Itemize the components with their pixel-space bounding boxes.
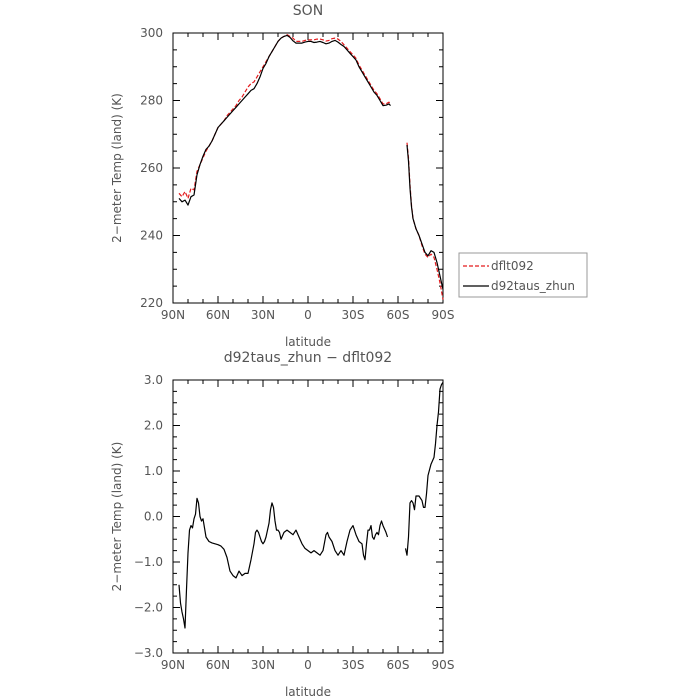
x-tick-label: 90N — [161, 658, 185, 672]
x-tick-label: 60N — [206, 658, 230, 672]
series-line-d92taus_zhun-segment-1 — [406, 144, 444, 290]
y-tick-label: −3.0 — [134, 646, 163, 660]
y-tick-label: −2.0 — [134, 601, 163, 615]
y-tick-label: 240 — [140, 229, 163, 243]
x-axis-label: latitude — [285, 335, 331, 349]
x-tick-label: 60S — [387, 658, 410, 672]
y-tick-label: 2.0 — [144, 419, 163, 433]
top-panel: 90N 60N 30N 0 30S 60S 90S 220 240 260 280 300 SON lat… — [110, 3, 454, 349]
x-tick-label: 60S — [387, 308, 410, 322]
y-tick-label: 220 — [140, 296, 163, 310]
bottom-panel: 90N 60N 30N 0 30S 60S 90S −3.0 −2.0 −1.0 0.0 1.0 2.0… — [110, 350, 454, 699]
x-tick-label: 30N — [251, 658, 275, 672]
series-line-difference-segment-1 — [404, 381, 444, 556]
series-line-difference-segment-0 — [178, 497, 389, 629]
plot-frame — [172, 379, 444, 654]
y-tick-label: 280 — [140, 94, 163, 108]
x-axis-label: latitude — [285, 685, 331, 699]
series-line-dflt092-segment-0 — [178, 34, 391, 199]
x-tick-label: 90S — [432, 308, 455, 322]
x-tick-label: 30N — [251, 308, 275, 322]
series-line-d92taus_zhun-segment-0 — [178, 34, 391, 206]
y-tick-label: −1.0 — [134, 555, 163, 569]
y-axis-label: 2−meter Temp (land) (K) — [110, 442, 124, 592]
y-tick-label: 300 — [140, 26, 163, 40]
plot-frame — [172, 32, 444, 304]
y-tick-label: 0.0 — [144, 510, 163, 524]
series-line-dflt092-segment-1 — [406, 142, 444, 300]
x-tick-label: 30S — [342, 308, 365, 322]
x-tick-label: 60N — [206, 308, 230, 322]
y-tick-label: 3.0 — [144, 373, 163, 387]
chart-title: SON — [293, 3, 323, 19]
y-tick-label: 1.0 — [144, 464, 163, 478]
legend-box — [458, 252, 588, 298]
legend-label-d92taus_zhun: d92taus_zhun — [491, 279, 575, 293]
y-axis-label: 2−meter Temp (land) (K) — [110, 93, 124, 243]
legend: dflt092 d92taus_zhun — [458, 252, 588, 298]
x-tick-label: 0 — [304, 308, 312, 322]
x-tick-label: 90S — [432, 658, 455, 672]
x-tick-label: 0 — [304, 658, 312, 672]
x-tick-label: 30S — [342, 658, 365, 672]
chart-title: d92taus_zhun − dflt092 — [224, 350, 392, 366]
y-tick-label: 260 — [140, 161, 163, 175]
x-tick-label: 90N — [161, 308, 185, 322]
legend-label-dflt092: dflt092 — [491, 259, 534, 273]
